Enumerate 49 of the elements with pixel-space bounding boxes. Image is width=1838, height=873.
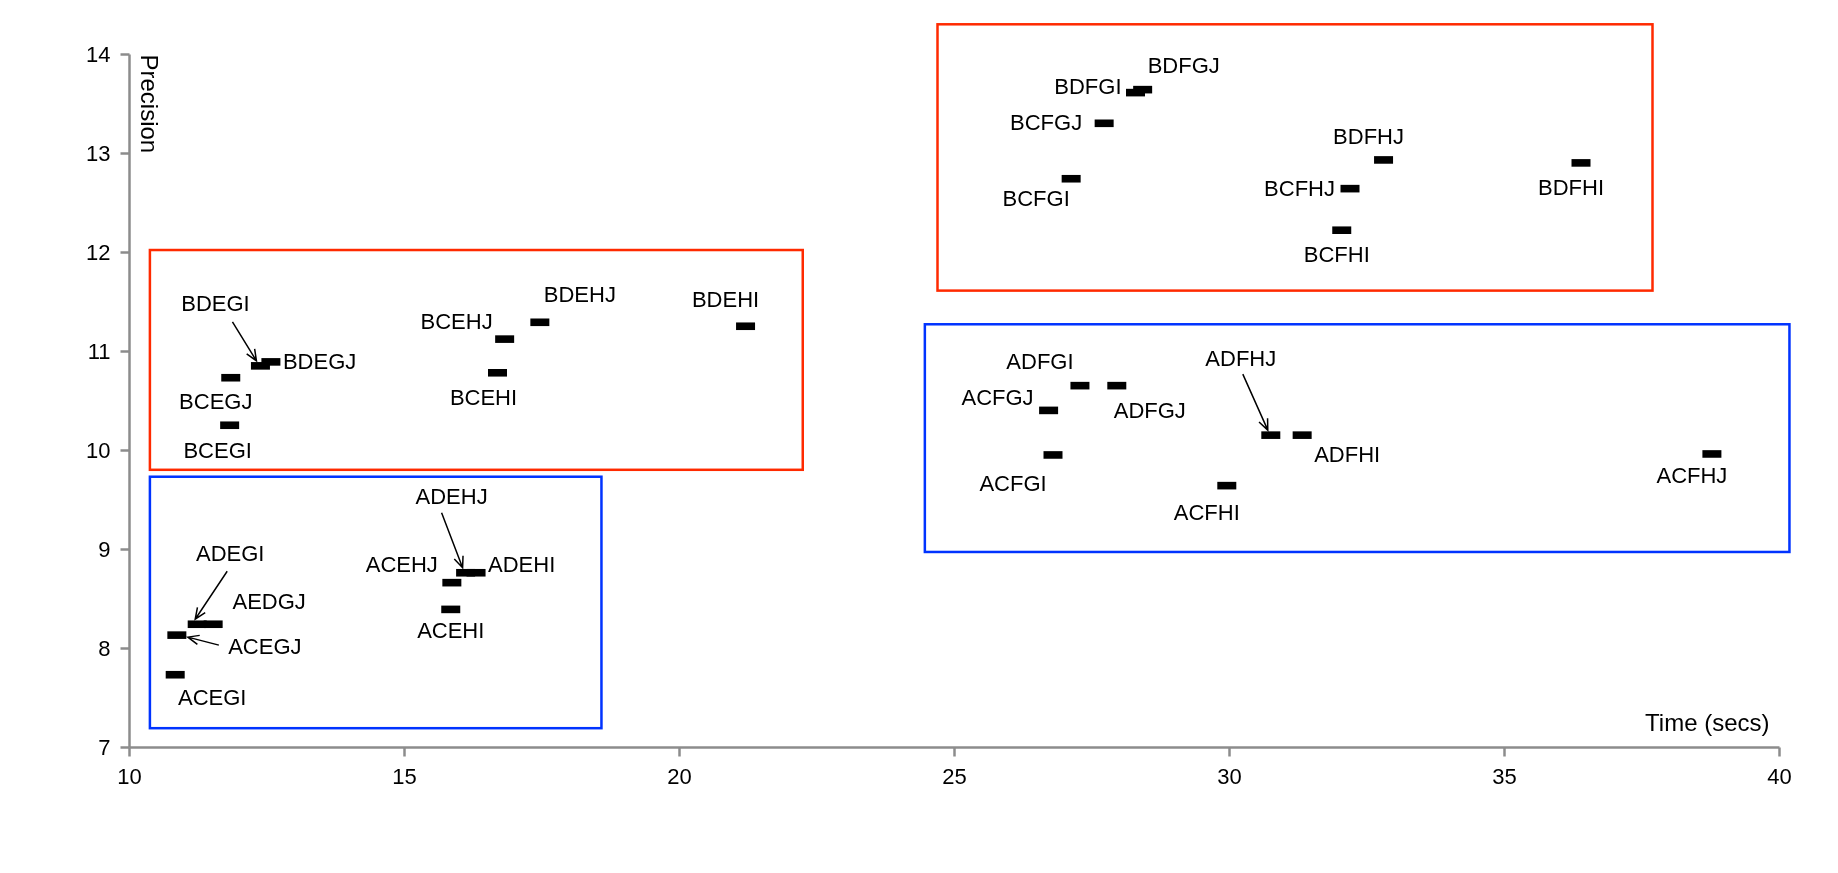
annotation: BDEGJ <box>282 348 357 374</box>
y-tick-label: 9 <box>98 536 111 562</box>
annotation: BDFHJ <box>1333 123 1404 149</box>
y-tick-label: 14 <box>86 41 111 67</box>
annotation: ADEHJ <box>415 483 488 509</box>
x-tick-label: 40 <box>1767 763 1792 789</box>
annotation: BCEHI <box>449 384 518 410</box>
annotation: BCEHJ <box>420 309 493 335</box>
annotation: ADFHI <box>1314 442 1381 468</box>
annotation: ADFHJ <box>1205 346 1277 372</box>
annotation: ACFGI <box>979 470 1047 496</box>
annotation: BDFHI <box>1538 174 1604 200</box>
annotation: ACEGI <box>177 684 247 710</box>
y-tick-label: 10 <box>86 437 111 463</box>
annotation: ACFGJ <box>961 385 1034 411</box>
x-tick-label: 35 <box>1492 763 1517 789</box>
annotation: BCFGJ <box>1010 110 1083 136</box>
x-tick-label: 15 <box>392 763 417 789</box>
x-tick-label: 20 <box>667 763 692 789</box>
y-tick-label: 8 <box>98 635 111 661</box>
annotation: BDFGJ <box>1147 52 1220 78</box>
annotation: ADEGI <box>195 541 265 567</box>
annotation: BDEGI <box>181 290 250 316</box>
annotation: ACEHJ <box>365 551 438 577</box>
annotation: BCEGI <box>183 438 252 464</box>
x-tick-label: 10 <box>117 763 142 789</box>
annotation: BDEHJ <box>543 282 616 308</box>
annotation: ACEGJ <box>228 634 302 660</box>
y-tick-label: 12 <box>86 239 111 265</box>
y-axis-title: Precision <box>135 54 163 154</box>
annotation: BCFGI <box>1002 185 1070 211</box>
x-axis-title: Time (secs) <box>1645 708 1770 736</box>
annotation: ADFGI <box>1006 348 1074 374</box>
annotation: BCEGJ <box>179 388 253 414</box>
annotation: BCFHJ <box>1264 175 1335 201</box>
annotation: ADFGJ <box>1113 397 1186 423</box>
x-tick-label: 30 <box>1217 763 1242 789</box>
annotation: ACEHI <box>417 618 485 644</box>
annotation: ACFHJ <box>1656 462 1728 488</box>
annotation: ACFHI <box>1173 499 1240 525</box>
annotation: BDFGI <box>1054 73 1122 99</box>
y-tick-label: 7 <box>98 734 111 760</box>
annotation: ADEHI <box>488 551 556 577</box>
annotation: BCFHI <box>1303 242 1370 268</box>
y-tick-label: 13 <box>86 140 111 166</box>
x-tick-label: 25 <box>942 763 967 789</box>
annotation: BDEHI <box>691 287 760 313</box>
y-tick-label: 11 <box>87 338 111 364</box>
annotation: AEDGJ <box>232 589 306 615</box>
